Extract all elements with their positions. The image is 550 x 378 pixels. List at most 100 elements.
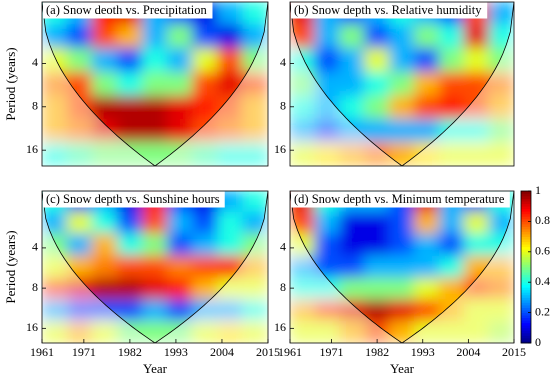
colorbar-step — [521, 239, 531, 243]
cell — [488, 277, 514, 301]
cell — [314, 233, 341, 257]
colorbar-step — [521, 274, 531, 278]
cell — [463, 277, 490, 301]
colorbar-step — [521, 223, 531, 227]
cell — [290, 277, 316, 301]
cell — [116, 299, 143, 322]
cell — [438, 233, 465, 257]
colorbar-step — [521, 196, 531, 199]
cell — [116, 211, 143, 235]
cell — [339, 255, 366, 279]
cell — [42, 95, 68, 120]
colorbar-step — [521, 229, 531, 232]
cell — [339, 277, 366, 301]
cell — [413, 47, 440, 73]
cell — [42, 118, 68, 144]
cell — [42, 47, 68, 73]
cell — [290, 255, 316, 279]
outside-cone — [42, 2, 268, 166]
colorbar-step — [521, 226, 531, 230]
cell — [339, 142, 366, 166]
cell — [314, 211, 341, 235]
colorbar-step — [521, 330, 531, 334]
y-tick-label: 16 — [26, 320, 38, 334]
cell — [389, 299, 415, 322]
cell — [463, 211, 490, 235]
cell — [192, 233, 219, 257]
cell — [364, 233, 391, 257]
cell — [339, 233, 366, 257]
cell — [192, 142, 219, 166]
cell — [116, 71, 143, 97]
cell — [192, 299, 219, 322]
plot-frame — [41, 190, 269, 344]
colorbar-step — [521, 287, 531, 291]
cell — [438, 24, 465, 49]
y-tick-label: 4 — [32, 55, 38, 69]
cell — [217, 118, 244, 144]
colorbar-step — [521, 310, 531, 313]
cell — [66, 255, 93, 279]
cell — [463, 118, 490, 144]
cell — [463, 24, 490, 49]
cell — [339, 71, 366, 97]
cell — [167, 211, 194, 235]
colorbar-step — [521, 325, 531, 329]
cell — [116, 142, 143, 166]
cell — [463, 255, 490, 279]
cell — [438, 71, 465, 97]
plot-frame — [289, 190, 515, 344]
cell — [488, 95, 514, 120]
cell — [91, 142, 118, 166]
x-tick-label: 1971 — [319, 345, 343, 359]
y-tick-label: 4 — [32, 240, 38, 254]
colorbar-step — [521, 231, 531, 235]
cell — [192, 277, 219, 301]
cell — [364, 47, 391, 73]
cell — [463, 320, 490, 343]
cell — [290, 211, 316, 235]
cell — [217, 95, 244, 120]
cell — [463, 95, 490, 120]
cell — [242, 211, 268, 235]
y-axis-label: Period (years) — [3, 230, 18, 303]
cell — [389, 47, 415, 73]
x-tick-label: 1961 — [30, 345, 54, 359]
cell — [217, 211, 244, 235]
cell — [66, 320, 93, 343]
cell — [167, 299, 194, 322]
cell — [314, 142, 341, 166]
colorbar-step — [521, 254, 531, 258]
colorbar-step — [521, 234, 531, 237]
cell — [116, 24, 143, 49]
cell — [488, 255, 514, 279]
cell — [42, 255, 68, 279]
panel-title: (c) Snow depth vs. Sunshine hours — [46, 192, 220, 206]
cell — [217, 2, 244, 26]
cell — [192, 118, 219, 144]
colorbar-step — [521, 272, 531, 275]
cell — [217, 233, 244, 257]
cell — [242, 299, 268, 322]
y-tick-label: 8 — [280, 99, 286, 113]
cell — [389, 118, 415, 144]
cell — [116, 277, 143, 301]
cell — [91, 320, 118, 343]
cell — [242, 277, 268, 301]
x-tick-label: 1982 — [118, 345, 142, 359]
cell — [438, 255, 465, 279]
cell — [91, 24, 118, 49]
title-background — [291, 2, 488, 19]
x-axis-label: Year — [143, 361, 168, 376]
colorbar-step — [521, 305, 531, 308]
cell — [290, 47, 316, 73]
cell — [438, 118, 465, 144]
cell — [141, 47, 169, 73]
cell — [217, 142, 244, 166]
cell — [116, 47, 143, 73]
cell — [192, 211, 219, 235]
outside-cone — [290, 2, 514, 166]
cell — [167, 320, 194, 343]
cell — [389, 277, 415, 301]
